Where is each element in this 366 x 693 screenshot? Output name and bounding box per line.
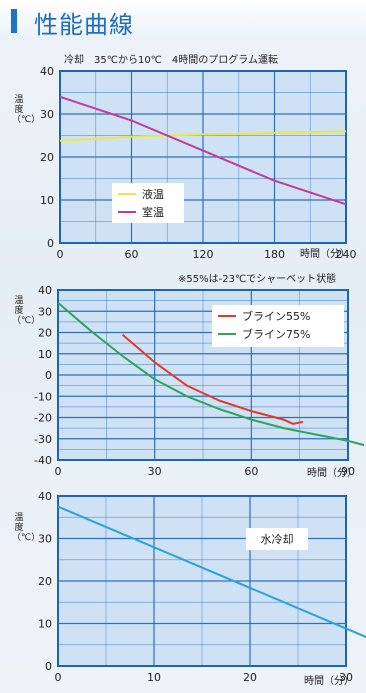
y-tick-label: 30 — [38, 533, 52, 546]
x-tick-label: 30 — [339, 671, 353, 684]
y-tick-label: 40 — [38, 284, 52, 297]
x-tick-label: 0 — [55, 465, 62, 478]
legend-box — [246, 528, 308, 550]
series-line — [59, 130, 347, 142]
series-line — [57, 505, 366, 639]
y-tick-label: 30 — [38, 305, 52, 318]
y-tick-label: 0 — [45, 369, 52, 382]
y-tick-label: 30 — [40, 108, 54, 121]
y-tick-label: 0 — [47, 237, 54, 250]
legend-label: 水冷却 — [261, 533, 294, 546]
series-line — [57, 302, 365, 447]
x-axis-label: 時間（分） — [307, 467, 357, 479]
series-line — [59, 95, 347, 206]
x-tick-label: 180 — [264, 248, 285, 261]
legend-box — [112, 183, 184, 223]
legend-label: 室温 — [142, 205, 164, 219]
x-tick-label: 0 — [55, 671, 62, 684]
chart2-ylabel: 温度（℃） — [12, 296, 41, 326]
legend-label: 液温 — [142, 187, 164, 201]
chart2-title: ※55%は-23℃でシャーベット状態 — [178, 274, 337, 285]
x-tick-label: 30 — [148, 465, 162, 478]
x-tick-label: 240 — [336, 248, 357, 261]
y-tick-label: 20 — [38, 575, 52, 588]
x-tick-label: 120 — [193, 248, 214, 261]
x-tick-label: 60 — [244, 465, 258, 478]
x-tick-label: 10 — [147, 671, 161, 684]
x-tick-label: 60 — [125, 248, 139, 261]
series-line — [121, 333, 304, 425]
y-tick-label: 40 — [38, 490, 52, 503]
y-tick-label: -40 — [34, 454, 52, 467]
y-tick-label: -20 — [34, 412, 52, 425]
legend-label: ブライン55% — [242, 309, 310, 323]
x-axis-label: 時間（分） — [304, 675, 354, 687]
y-tick-label: 40 — [40, 65, 54, 78]
y-tick-label: 10 — [38, 348, 52, 361]
chart1-ylabel: 温度（℃） — [12, 95, 41, 125]
y-tick-label: 10 — [38, 618, 52, 631]
y-tick-label: 20 — [40, 151, 54, 164]
header-accent-bar — [11, 9, 17, 33]
x-axis-label: 時間（分） — [300, 248, 350, 260]
page-title: 性能曲線 — [34, 11, 134, 39]
x-tick-label: 20 — [243, 671, 257, 684]
y-tick-label: -10 — [34, 390, 52, 403]
x-tick-label: 90 — [341, 465, 355, 478]
chart1-title: 冷却 35℃から10℃ 4時間のプログラム運転 — [64, 55, 278, 66]
page-header: 性能曲線 — [0, 0, 366, 40]
y-tick-label: 0 — [45, 660, 52, 673]
y-tick-label: 10 — [40, 194, 54, 207]
legend-box — [212, 305, 344, 347]
chart3-ylabel: 温度（℃） — [12, 513, 41, 543]
y-tick-label: -30 — [34, 433, 52, 446]
x-tick-label: 0 — [57, 248, 64, 261]
legend-label: ブライン75% — [242, 327, 310, 341]
y-tick-label: 20 — [38, 327, 52, 340]
